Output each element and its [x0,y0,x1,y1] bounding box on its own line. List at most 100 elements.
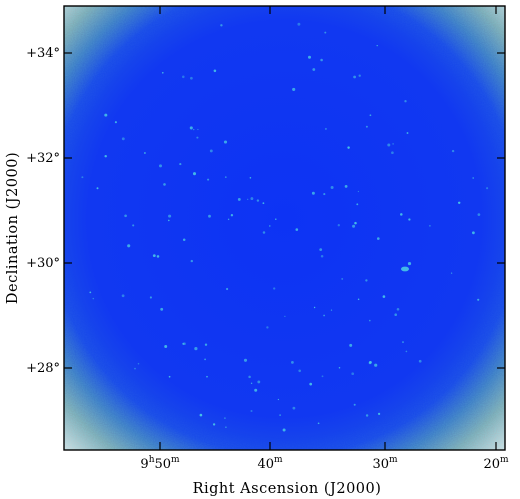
radio-source [486,187,489,190]
radio-source [163,183,166,186]
radio-source [262,231,266,234]
radio-source [369,114,372,117]
radio-source [297,22,301,26]
x-tick-label-part: 30 [372,457,389,472]
x-tick-label-part: 9 [140,457,148,472]
x-tick-label: 20m [483,455,509,472]
y-tick-label: +32° [26,151,60,166]
radio-source [182,75,185,79]
radio-source [319,248,323,251]
radio-source [292,87,296,91]
radio-source [237,197,241,201]
radio-source [349,343,353,347]
radio-source [223,140,228,144]
radio-source [295,228,299,231]
radio-source [192,172,197,176]
x-tick-label-sup: m [500,455,509,465]
radio-source [161,71,164,74]
radio-source [121,294,125,298]
radio-source [377,237,380,240]
radio-source [307,55,312,59]
radio-source [190,76,193,80]
plot-frame [63,5,506,451]
radio-source [156,255,160,258]
radio-source [220,24,223,27]
radio-source [199,413,203,417]
radio-source [311,191,315,195]
radio-source [317,422,320,425]
radio-source [254,388,258,392]
radio-source [168,214,172,218]
radio-source [149,296,152,299]
radio-source [341,277,344,280]
radio-source [227,218,230,221]
radio-source [357,190,360,193]
x-axis-title: Right Ascension (J2000) [193,481,382,497]
radio-source [164,345,168,348]
radio-source [472,231,475,235]
radio-source [121,137,125,141]
radio-source [313,306,316,309]
radio-source [402,341,404,344]
radio-source [273,287,276,290]
radio-source [248,375,251,379]
radio-source [247,198,249,200]
radio-source [89,291,92,294]
radio-source [309,382,313,386]
radio-source [266,326,269,329]
radio-source [182,238,186,241]
radio-source [243,358,248,362]
radio-source [152,254,156,257]
radio-source [407,262,412,266]
radio-source [190,259,193,263]
radio-source [189,126,193,130]
radio-source [394,313,398,317]
radio-source [213,69,217,73]
radio-source [168,375,171,378]
radio-source [365,125,368,128]
radio-source [321,375,324,378]
radio-source [352,224,356,228]
radio-source [396,308,400,311]
radio-source [324,31,327,34]
radio-source [96,187,99,190]
radio-source [451,149,455,153]
radio-source [472,177,475,179]
radio-source [320,58,323,62]
radio-source [324,127,327,130]
radio-source [391,151,394,155]
y-tick-label: +28° [26,361,60,376]
y-tick-label: +30° [26,256,60,271]
radio-source [193,128,195,131]
radio-source [127,244,131,248]
radio-source [404,100,407,103]
radio-source [330,309,333,311]
radio-source [320,254,324,258]
y-axis: +34° +32° +30° +28° Declination (J2000) [5,46,505,376]
radio-source [194,347,198,351]
radio-source [477,213,481,216]
radio-source [160,307,164,311]
radio-source [351,372,355,376]
radio-source [365,279,368,282]
x-tick-label-sup: m [274,455,283,465]
radio-source [369,319,371,322]
y-tick-label: +34° [26,46,60,61]
x-tick-label-part: 40 [257,457,274,472]
radio-source [209,149,213,153]
radio-source [224,417,226,419]
radio-source [179,163,182,166]
radio-source [132,224,135,227]
radio-source [377,412,381,416]
radio-source [206,375,208,378]
radio-source [224,176,227,178]
radio-source [392,143,394,145]
radio-source [104,154,107,158]
radio-source [204,343,208,346]
radio-source [249,177,252,179]
x-tick-label-sup: m [389,455,398,465]
radio-source [207,178,210,181]
radio-source [298,369,302,373]
radio-source [450,272,453,274]
radio-source [212,423,216,426]
